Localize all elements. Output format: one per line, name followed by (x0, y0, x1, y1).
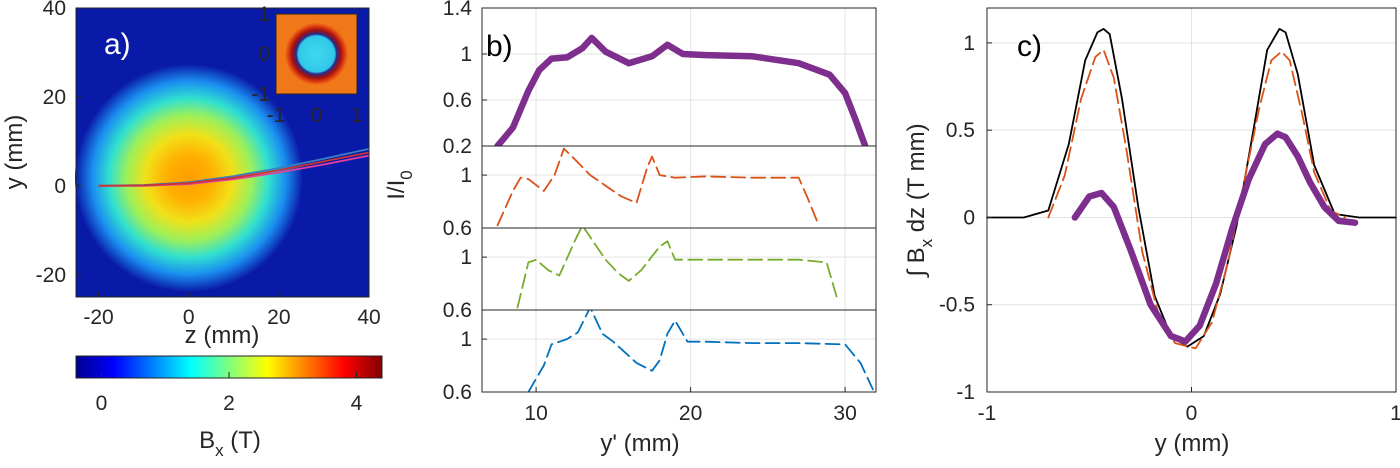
x-axis-label-c: y (mm) (1155, 430, 1230, 457)
y-tick-label-a: 20 (43, 86, 66, 109)
y-tick-label-b: 1.4 (443, 0, 473, 20)
axes-b-ticks: 1.4 1 0.6 0.2 1 0.6 1 0.6 1 0.6 10 20 30 (443, 0, 857, 425)
inset-heatmap (276, 14, 357, 94)
panel-b-label: b) (486, 30, 513, 63)
y-tick-label-b: 0.6 (443, 299, 472, 322)
x-tick-label-b: 20 (679, 402, 702, 425)
x-axis-label-b: y' (mm) (600, 430, 679, 457)
x-tick-label-c: -1 (978, 402, 997, 425)
grid-b (482, 8, 876, 392)
colorbar-tick-label: 0 (96, 392, 108, 415)
axes-b-frame-2 (481, 145, 877, 229)
colorbar-tick-label: 4 (351, 392, 363, 415)
panel-c: -1 0 1 1 0.5 0 -0.5 -1 c) y (mm) ∫ Bx dz (T mm) (903, 7, 1400, 457)
inset-y-tick-label: 1 (258, 3, 270, 26)
y-tick-label-b: 0.6 (443, 89, 472, 112)
intensity-lines (494, 34, 874, 392)
integral-line-2 (1047, 49, 1346, 350)
axes-b-frames (481, 7, 877, 393)
y-tick-label-a: 0 (54, 175, 66, 198)
intensity-line-1 (494, 34, 869, 146)
axes-a-frame (75, 7, 370, 298)
axes-c-ticks: -1 0 1 1 0.5 0 -0.5 -1 (939, 32, 1400, 425)
y-tick-label-a: 40 (43, 0, 66, 20)
intensity-line-2 (496, 147, 820, 227)
x-tick-label-a: 40 (357, 306, 380, 329)
inset-x-tick-label: 0 (311, 104, 323, 127)
y-tick-label-c: -0.5 (939, 294, 975, 317)
y-tick-label-c: 1 (963, 32, 975, 55)
x-tick-label-a: 20 (267, 306, 290, 329)
colorbar-ticks: 0 2 4 (96, 372, 363, 415)
inset-x-tick-label: 1 (351, 104, 363, 127)
trajectory-line-3 (98, 151, 370, 187)
integral-lines (986, 28, 1397, 350)
panel-a-label: a) (104, 28, 131, 61)
y-tick-label-c: 0 (963, 206, 975, 229)
x-tick-label-a: 0 (183, 306, 195, 329)
axes-b-frame-4 (481, 309, 877, 393)
x-tick-label-c: 0 (1186, 402, 1198, 425)
trajectory-lines (98, 148, 370, 187)
intensity-line-3 (516, 228, 839, 309)
grid-c (987, 8, 1396, 392)
x-tick-label-b: 10 (524, 402, 547, 425)
y-tick-label-b: 1 (460, 164, 472, 187)
y-tick-label-b: 0.6 (443, 381, 472, 404)
y-axis-label-b: I/I0 (383, 170, 416, 199)
integral-line-1 (986, 28, 1397, 348)
y-tick-label-c: 0.5 (946, 119, 975, 142)
panel-b: 1.410.60.210.610.610.610 20 30 b) y' (mm) … (383, 0, 877, 457)
y-axis-label-c: ∫ Bx dz (T mm) (903, 123, 936, 278)
x-tick-label-b: 30 (833, 402, 856, 425)
y-tick-label-b: 0.2 (443, 135, 472, 158)
inset-frame (275, 13, 358, 95)
colorbar-tick-label: 2 (223, 392, 235, 415)
y-tick-label-b: 1 (460, 328, 472, 351)
intensity-line-4 (527, 310, 874, 392)
x-axis-label-a: z (mm) (185, 322, 260, 349)
axes-b-frame-1 (481, 7, 877, 147)
x-tick-label-c: 1 (1390, 402, 1400, 425)
inset-y-tick-label: 0 (258, 43, 270, 66)
inset-plot: -1-1 0 0 1 1 (251, 3, 363, 127)
y-tick-label-c: -1 (956, 381, 975, 404)
field-heatmap (75, 64, 303, 292)
inset-y-tick-label: -1 (251, 83, 270, 106)
axes-a-ticks: -20 -20 0 0 20 20 40 40 (36, 0, 381, 329)
y-axis-label-a: y (mm) (1, 115, 28, 190)
axes-b-frame-3 (481, 227, 877, 311)
y-tick-label-b: 1 (460, 43, 472, 66)
colorbar-label: Bx (T) (199, 427, 261, 460)
y-tick-label-b: 0.6 (443, 217, 472, 240)
panel-c-label: c) (1017, 30, 1042, 63)
inset-x-tick-label: -1 (267, 104, 286, 127)
y-tick-label-a: -20 (36, 264, 66, 287)
y-tick-label-b: 1 (460, 246, 472, 269)
x-tick-label-a: -20 (83, 306, 113, 329)
integral-line-3 (1071, 130, 1359, 345)
